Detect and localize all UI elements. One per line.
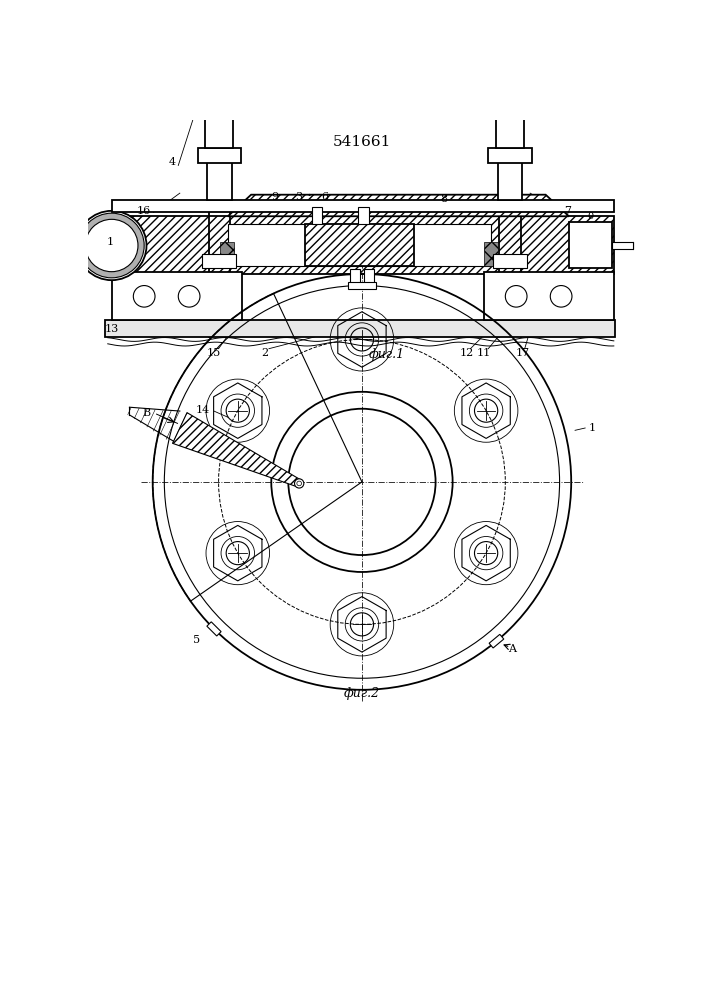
- Polygon shape: [207, 622, 221, 636]
- Text: 3: 3: [296, 192, 303, 202]
- Text: 541661: 541661: [333, 135, 391, 149]
- Text: фиг.1: фиг.1: [368, 348, 405, 361]
- Bar: [206, 109, 233, 148]
- Text: 2: 2: [262, 348, 269, 358]
- Circle shape: [79, 213, 144, 278]
- Bar: [348, 282, 376, 289]
- Text: 17: 17: [515, 348, 530, 358]
- Text: 8: 8: [440, 194, 447, 204]
- Polygon shape: [112, 216, 614, 274]
- Text: фиг.2: фиг.2: [344, 687, 380, 700]
- Circle shape: [295, 479, 304, 488]
- Bar: [105, 320, 615, 337]
- Bar: [305, 224, 414, 266]
- Bar: [498, 84, 522, 101]
- Bar: [496, 109, 524, 148]
- Text: 1: 1: [107, 237, 114, 247]
- Text: 14: 14: [196, 405, 210, 415]
- Text: 5: 5: [194, 635, 201, 645]
- Bar: [129, 220, 595, 713]
- Text: 9: 9: [271, 192, 278, 202]
- Bar: [569, 222, 612, 268]
- Bar: [358, 207, 369, 224]
- Text: 15: 15: [207, 348, 221, 358]
- Text: В: В: [142, 408, 151, 418]
- Circle shape: [77, 211, 146, 280]
- Bar: [489, 101, 532, 112]
- Polygon shape: [228, 195, 569, 216]
- Text: 13: 13: [105, 324, 119, 334]
- Bar: [202, 254, 236, 268]
- Bar: [228, 224, 491, 266]
- Text: 1: 1: [588, 423, 596, 433]
- Bar: [498, 160, 522, 200]
- Text: ·: ·: [307, 188, 312, 206]
- Text: 4: 4: [168, 157, 175, 167]
- Text: 11: 11: [477, 348, 491, 358]
- Bar: [349, 269, 361, 283]
- Bar: [198, 101, 241, 112]
- Text: 12: 12: [460, 348, 474, 358]
- Bar: [312, 207, 322, 224]
- Circle shape: [86, 219, 138, 272]
- Bar: [112, 272, 242, 320]
- Bar: [484, 272, 614, 320]
- Text: A: A: [508, 644, 516, 654]
- Bar: [363, 269, 374, 283]
- Bar: [198, 148, 241, 163]
- Text: 16: 16: [137, 206, 151, 216]
- Bar: [220, 242, 234, 266]
- Polygon shape: [489, 634, 504, 648]
- Text: 0: 0: [588, 212, 594, 221]
- Text: 6: 6: [321, 192, 328, 202]
- Bar: [207, 84, 232, 101]
- Bar: [489, 148, 532, 163]
- Bar: [493, 254, 527, 268]
- Bar: [484, 242, 498, 266]
- Polygon shape: [173, 413, 300, 487]
- Bar: [112, 200, 614, 212]
- Text: 7: 7: [563, 206, 571, 216]
- Bar: [207, 160, 232, 200]
- Bar: [612, 242, 633, 249]
